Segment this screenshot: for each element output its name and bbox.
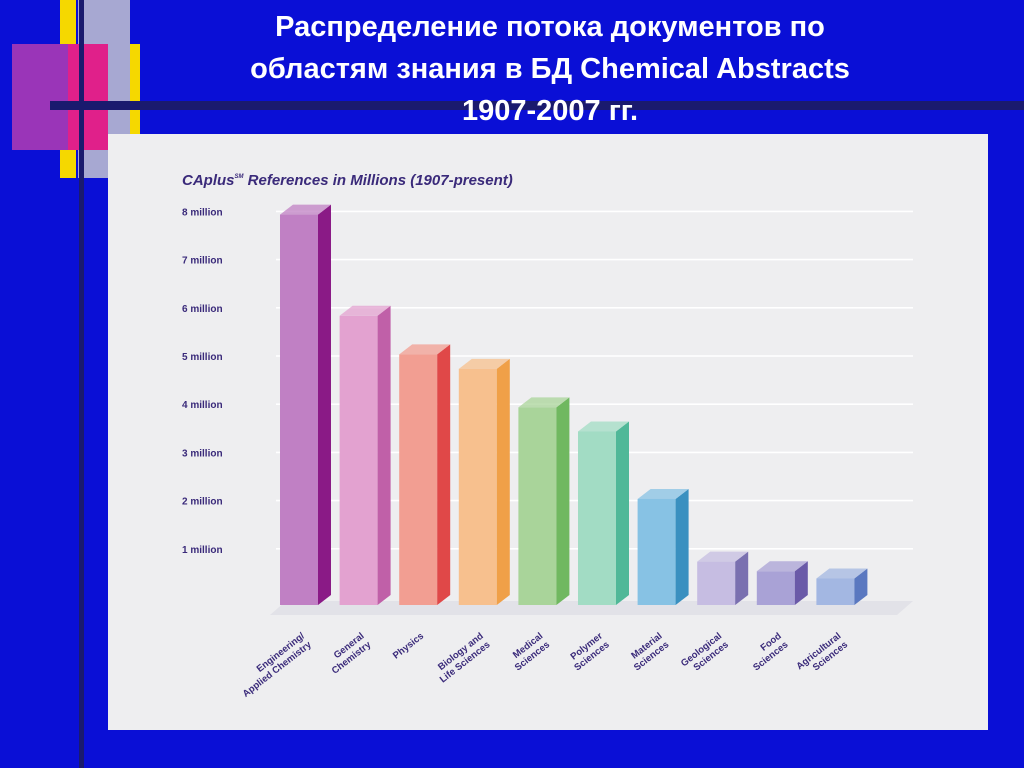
bar-side [854,568,868,605]
chart-panel: CAplusSM References in Millions (1907-pr… [108,134,988,730]
x-category-label: FoodSciences [744,631,790,674]
bar-top [458,358,510,369]
bar [637,488,689,605]
bar-front [637,498,676,605]
y-tick-label: 3 million [182,448,223,459]
bar-side [556,397,570,605]
chart-title-rest: References in Millions (1907-present) [244,172,513,189]
bar-front [816,578,855,605]
deco-purple-block [12,44,68,150]
y-tick-label: 8 million [182,207,223,218]
x-category-label: PolymerSciences [566,631,612,674]
x-category-label: MedicalSciences [506,631,552,674]
bar-top [339,305,391,316]
chart-title-mark: SM [235,174,245,180]
x-category-label: Physics [391,631,426,662]
y-tick-label: 5 million [182,352,223,363]
bar-top [697,551,749,562]
bar-top [280,204,331,215]
bar-top [399,344,451,355]
bar-side [377,305,391,605]
bar-top [637,488,689,499]
x-category-label: Biology andLife Sciences [431,631,493,686]
x-category-label: Engineering/Applied Chemistry [234,630,314,699]
bar-front [697,561,736,605]
bar [816,568,868,605]
slide-title-line: 1907-2007 гг. [461,95,639,127]
bar [280,204,331,605]
bar-top [756,561,808,572]
bar-front [458,368,497,605]
slide-title-line: областям знания в БД Chemical Abstracts [250,53,850,85]
x-axis-labels: Engineering/Applied Chemistry GeneralChem… [234,630,850,699]
bar-front [280,214,318,605]
x-category-label-line: Physics [391,631,426,662]
y-tick-label: 4 million [182,400,223,411]
bar-side [496,358,510,605]
y-tick-label: 1 million [182,545,223,556]
slide-title: Распределение потока документов по облас… [180,6,920,132]
bar [578,421,629,605]
bar [399,344,451,605]
deco-navy-vertical-line [79,0,84,768]
bar [756,561,808,605]
bar-top [518,397,570,408]
x-category-label: GeologicalSciences [679,631,731,678]
bar [697,551,749,605]
y-tick-label: 2 million [182,497,223,508]
x-category-label: GeneralChemistry [323,630,374,676]
deco-navy-horizontal-line [50,101,1024,110]
bar [339,305,391,605]
bar-front [756,571,795,605]
bars [280,204,868,605]
bar-side [437,344,451,605]
x-category-label: AgriculturalSciences [794,631,850,681]
bar-front [578,431,616,605]
bar-front [339,315,378,605]
bar-side [675,488,689,605]
bar-front [518,407,557,605]
chart-title-main: CAplus [182,172,235,189]
bar-top [816,568,868,579]
y-tick-label: 7 million [182,256,223,267]
bar-top [578,421,629,432]
bar-side [616,421,629,605]
x-category-label: MaterialSciences [625,631,671,674]
y-axis-ticks: 1 million 2 million 3 million 4 million 5 mi… [182,207,223,555]
y-tick-label: 6 million [182,304,223,315]
slide-title-line: Распределение потока документов по [275,11,825,43]
bar-side [794,561,808,605]
bar-side [735,551,749,605]
bar [458,358,510,605]
chart-title: CAplusSM References in Millions (1907-pr… [182,172,513,189]
bar-front [399,354,438,605]
bar-side [318,204,331,605]
bar [518,397,570,605]
bar-chart: CAplusSM References in Millions (1907-pr… [182,172,913,700]
